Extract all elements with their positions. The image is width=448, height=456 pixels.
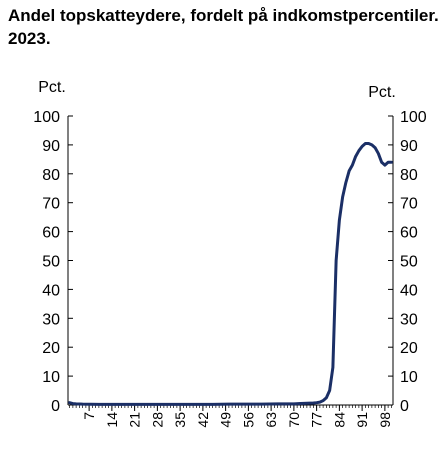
y-tick-label-right: 70 xyxy=(400,196,418,213)
x-tick-label: 84 xyxy=(331,412,347,428)
series-line xyxy=(68,141,393,406)
y-axis-label-right: Pct. xyxy=(368,84,396,101)
y-tick-label-right: 10 xyxy=(400,369,418,386)
y-tick-label-right: 60 xyxy=(400,225,418,242)
y-tick-label-right: 80 xyxy=(400,167,418,184)
y-tick-label-left: 0 xyxy=(51,398,60,415)
x-tick-label: 91 xyxy=(354,412,370,428)
x-tick-label: 28 xyxy=(149,412,165,428)
y-axis-label-left: Pct. xyxy=(38,79,66,96)
y-tick-label-left: 80 xyxy=(42,167,60,184)
x-axis: 7 14 21 28 35 42 49 56 63 70 77 84 91 98 xyxy=(68,404,393,428)
y-tick-label-left: 50 xyxy=(42,254,60,271)
y-tick-label-left: 30 xyxy=(42,311,60,328)
x-tick-label: 98 xyxy=(377,412,393,428)
y-tick-label-left: 10 xyxy=(42,369,60,386)
y-tick-label-left: 60 xyxy=(42,225,60,242)
x-tick-label: 7 xyxy=(81,412,97,420)
x-tick-label: 63 xyxy=(263,412,279,428)
chart-title: Andel topskatteydere, fordelt på indkoms… xyxy=(8,6,439,48)
x-tick-label: 49 xyxy=(218,412,234,428)
x-tick-label: 42 xyxy=(195,412,211,428)
x-tick-label: 14 xyxy=(104,412,120,428)
series-layer xyxy=(68,141,393,406)
y-tick-label-left: 20 xyxy=(42,340,60,357)
y-tick-label-right: 50 xyxy=(400,254,418,271)
y-tick-label-left: 40 xyxy=(42,282,60,299)
x-tick-label: 56 xyxy=(240,412,256,428)
y-tick-label-left: 90 xyxy=(42,138,60,155)
x-tick-label: 70 xyxy=(286,412,302,428)
y-tick-label-right: 30 xyxy=(400,311,418,328)
y-axis-left: 0 10 20 30 40 50 60 70 80 90 100 xyxy=(33,109,73,415)
y-axis-right: 0 10 20 30 40 50 60 70 80 90 100 xyxy=(388,109,427,415)
y-tick-label-right: 100 xyxy=(400,109,427,126)
x-tick-label: 35 xyxy=(172,412,188,428)
x-tick-label: 77 xyxy=(309,412,325,428)
y-tick-label-right: 20 xyxy=(400,340,418,357)
y-tick-label-right: 0 xyxy=(400,398,409,415)
y-tick-label-left: 70 xyxy=(42,196,60,213)
y-tick-label-right: 40 xyxy=(400,282,418,299)
y-tick-label-right: 90 xyxy=(400,138,418,155)
x-tick-label: 21 xyxy=(127,412,143,428)
y-tick-label-left: 100 xyxy=(33,109,60,126)
